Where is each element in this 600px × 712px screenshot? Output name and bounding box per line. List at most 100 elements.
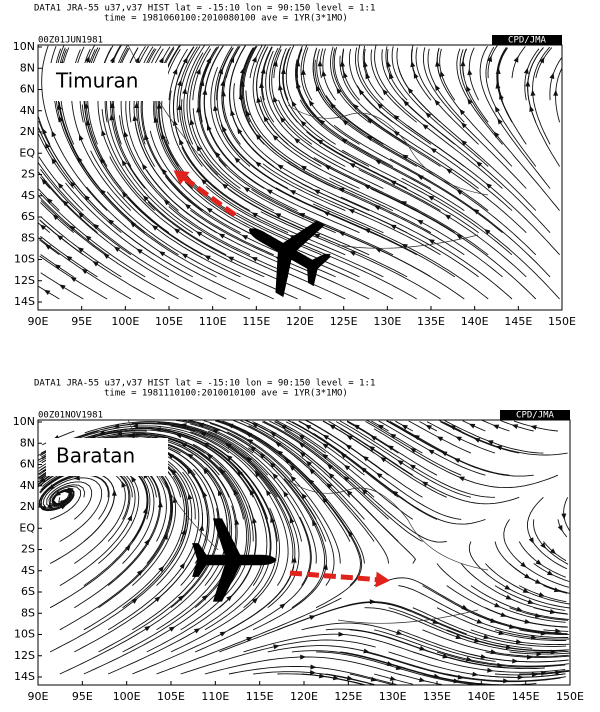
x-tick-label: 115E <box>246 690 274 703</box>
flow-arrowhead <box>279 603 286 609</box>
flow-arrowhead <box>214 151 221 158</box>
flow-arrowhead <box>157 501 163 508</box>
flow-arrowhead <box>487 55 493 62</box>
flow-arrowhead <box>343 475 350 482</box>
flow-arrowhead <box>158 57 164 64</box>
flow-arrowhead <box>121 191 128 198</box>
flow-arrowhead <box>484 228 491 235</box>
flow-arrowhead <box>340 452 347 459</box>
y-tick-label: 2N <box>20 125 35 138</box>
flow-arrowhead <box>300 120 307 127</box>
flow-arrowhead <box>546 570 554 576</box>
flow-arrowhead <box>193 628 201 634</box>
flow-arrowhead <box>377 103 384 109</box>
flow-arrowhead <box>526 654 533 660</box>
flow-arrowhead <box>386 60 392 68</box>
flow-arrowhead <box>161 133 167 140</box>
y-tick-label: 10S <box>14 628 35 641</box>
flow-arrowhead <box>219 468 226 475</box>
x-tick-label: 150E <box>548 315 576 328</box>
route-arrow <box>289 570 383 583</box>
flow-arrowhead <box>201 594 208 601</box>
flow-arrowhead <box>427 195 435 201</box>
flow-arrowhead <box>540 630 547 636</box>
flow-arrowhead <box>538 592 546 597</box>
flow-arrowhead <box>201 178 208 185</box>
flow-arrowhead <box>401 424 408 430</box>
x-tick-label: 95E <box>71 315 92 328</box>
flow-arrowhead <box>442 653 449 659</box>
streamlines <box>38 45 562 300</box>
flow-arrowhead <box>444 214 452 220</box>
flow-arrowhead <box>234 157 241 164</box>
x-tick-label: 100E <box>113 690 141 703</box>
flow-arrowhead <box>352 103 359 110</box>
flow-arrowhead <box>218 233 226 239</box>
flow-arrowhead <box>497 118 503 125</box>
flow-arrowhead <box>467 68 473 76</box>
flow-arrowhead <box>187 493 193 500</box>
flow-arrowhead <box>170 468 177 476</box>
x-tick-label: 105E <box>157 690 185 703</box>
y-tick-label: 10N <box>13 40 35 53</box>
flow-arrowhead <box>419 645 426 651</box>
flow-arrowhead <box>318 119 326 126</box>
flow-arrowhead <box>127 514 133 522</box>
flow-arrowhead <box>310 664 317 670</box>
flow-arrowhead <box>490 618 497 623</box>
flow-arrowhead <box>151 224 159 231</box>
x-tick-label: 125E <box>334 690 362 703</box>
flow-arrowhead <box>100 188 106 196</box>
flow-arrowhead <box>494 106 501 113</box>
x-tick-label: 120E <box>286 315 314 328</box>
flow-arrowhead <box>43 289 51 295</box>
y-tick-label: 4S <box>21 564 35 577</box>
header-line: time = 1981060100:2010080100 ave = 1YR(3… <box>104 14 348 24</box>
flow-arrowhead <box>455 634 462 640</box>
flow-arrowhead <box>553 89 559 96</box>
flow-arrowhead <box>455 436 462 442</box>
flow-arrowhead <box>391 490 399 497</box>
flow-arrowhead <box>336 87 342 94</box>
flow-arrowhead <box>204 255 211 261</box>
flow-arrowhead <box>161 168 168 175</box>
flow-arrowhead <box>413 72 419 79</box>
y-tick-label: 6N <box>20 458 35 471</box>
flow-arrowhead <box>466 85 471 92</box>
x-tick-label: 110E <box>201 690 229 703</box>
flow-arrowhead <box>427 449 435 455</box>
flow-arrowhead <box>534 613 542 618</box>
flow-arrowhead <box>277 164 284 170</box>
flow-arrowhead <box>382 88 389 96</box>
x-tick-label: 120E <box>290 690 318 703</box>
flow-arrowhead <box>46 197 53 204</box>
flow-arrowhead <box>196 145 202 152</box>
flow-arrowhead <box>85 55 90 63</box>
flow-arrowhead <box>70 181 76 188</box>
flow-arrowhead <box>522 588 530 593</box>
flow-arrowhead <box>523 67 529 75</box>
flow-arrowhead <box>136 248 143 255</box>
flow-arrowhead <box>186 468 193 475</box>
flow-arrowhead <box>390 224 397 230</box>
y-tick-label: 14S <box>14 295 35 308</box>
flow-arrowhead <box>400 201 408 206</box>
flow-arrowhead <box>376 472 383 479</box>
route-arrowhead <box>173 170 190 185</box>
flow-arrowhead <box>273 644 280 650</box>
flow-arrowhead <box>251 597 258 604</box>
flow-arrowhead <box>393 114 400 121</box>
flow-arrowhead <box>305 460 313 467</box>
flow-arrowhead <box>453 678 460 684</box>
flow-arrowhead <box>123 131 129 138</box>
x-tick-label: 145E <box>512 690 540 703</box>
flow-arrowhead <box>263 115 269 123</box>
flow-arrowhead <box>308 100 315 107</box>
flow-arrowhead <box>290 475 297 482</box>
flow-arrowhead <box>272 473 279 480</box>
flow-arrowhead <box>483 634 490 640</box>
flow-arrowhead <box>57 182 64 189</box>
flow-arrowhead <box>184 203 192 210</box>
route-arrow <box>178 172 237 218</box>
